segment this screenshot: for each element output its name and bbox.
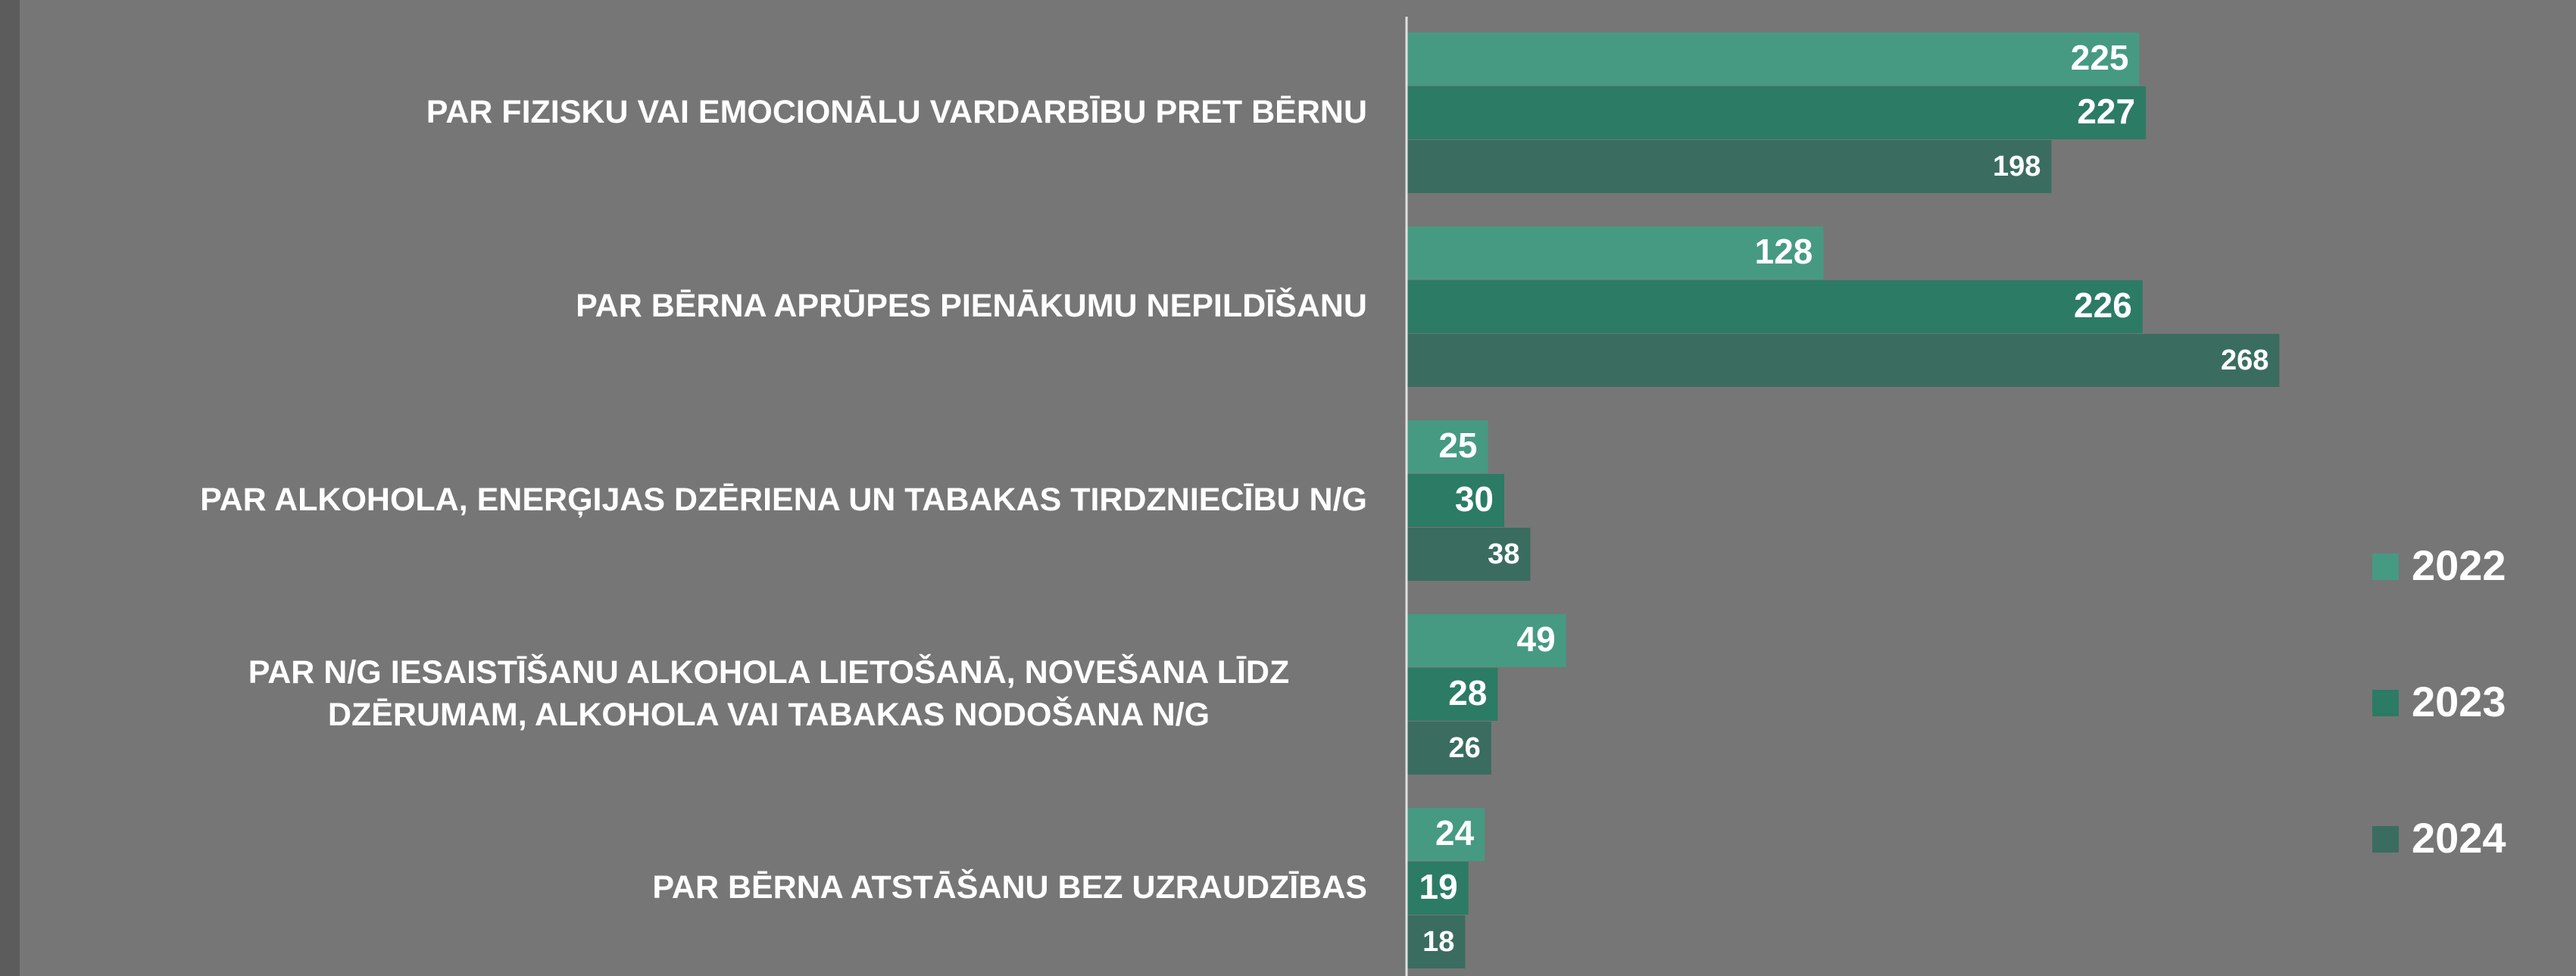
- bar: [1407, 614, 1566, 667]
- bar: [1407, 528, 1531, 581]
- data-label: 26: [1449, 732, 1481, 764]
- legend-label: 2022: [2412, 541, 2506, 589]
- data-label: 30: [1455, 479, 1494, 519]
- data-label: 227: [2077, 92, 2135, 131]
- data-label: 24: [1435, 813, 1475, 853]
- legend-label: 2023: [2412, 678, 2506, 725]
- bar: [1407, 420, 1488, 473]
- legend-swatch: [2372, 553, 2399, 580]
- side-strip: [0, 0, 20, 976]
- data-label: 225: [2071, 38, 2129, 77]
- bar: [1407, 33, 2140, 86]
- bar: [1407, 86, 2147, 139]
- legend-swatch: [2372, 690, 2399, 716]
- bar: [1407, 915, 1466, 968]
- data-label: 18: [1422, 926, 1454, 958]
- category-label: PAR N/G IESAISTĪŠANU ALKOHOLA LIETOŠANĀ,…: [248, 654, 1290, 733]
- data-label: 198: [1993, 151, 2041, 182]
- bar: [1407, 334, 2280, 387]
- category-label: PAR BĒRNA APRŪPES PIENĀKUMU NEPILDĪŠANU: [576, 288, 1367, 324]
- category-label: PAR FIZISKU VAI EMOCIONĀLU VARDARBĪBU PR…: [426, 94, 1367, 130]
- data-label: 128: [1755, 232, 1813, 271]
- bar: [1407, 808, 1485, 861]
- legend-swatch: [2372, 826, 2399, 853]
- data-label: 226: [2074, 285, 2132, 325]
- data-label: 19: [1419, 867, 1458, 906]
- bar: [1407, 668, 1498, 721]
- legend-label: 2024: [2412, 814, 2506, 862]
- data-label: 25: [1438, 426, 1477, 465]
- bar: [1407, 140, 2052, 193]
- bar: [1407, 280, 2143, 333]
- bar: [1407, 474, 1504, 527]
- bar: [1407, 722, 1491, 775]
- bar: [1407, 226, 1824, 279]
- category-label: PAR ALKOHOLA, ENERĢIJAS DZĒRIENA UN TABA…: [200, 482, 1367, 518]
- bar: [1407, 862, 1469, 915]
- data-label: 38: [1488, 538, 1519, 570]
- data-label: 28: [1448, 673, 1487, 713]
- category-label: PAR BĒRNA ATSTĀŠANU BEZ UZRAUDZĪBAS: [652, 869, 1367, 906]
- data-label: 49: [1517, 619, 1556, 659]
- data-label: 268: [2221, 345, 2268, 376]
